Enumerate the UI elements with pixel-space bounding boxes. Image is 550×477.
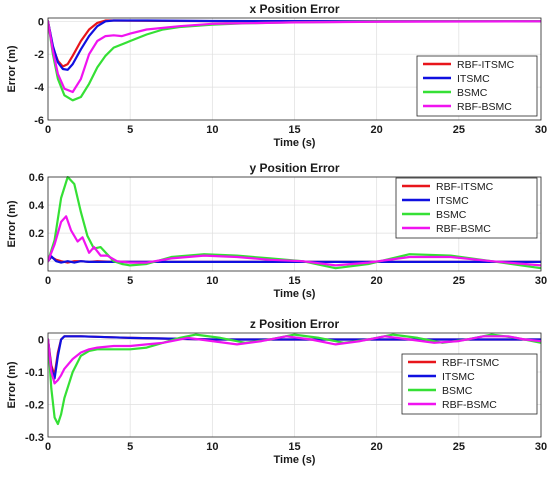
x-tick-label: 20	[371, 275, 383, 287]
x-tick-label: 20	[371, 124, 383, 136]
legend-label: RBF-BSMC	[436, 223, 491, 235]
legend-label: RBF-BSMC	[442, 399, 497, 411]
chart-title: x Position Error	[249, 2, 339, 16]
x-tick-label: 0	[45, 275, 51, 287]
y-tick-label: 0	[38, 16, 44, 28]
legend-label: RBF-BSMC	[457, 101, 512, 113]
legend-label: BSMC	[442, 385, 473, 397]
legend-label: RBF-ITSMC	[442, 357, 500, 369]
x-tick-label: 5	[127, 124, 133, 136]
x-tick-label: 20	[371, 441, 383, 453]
legend: RBF-ITSMC ITSMC BSMC RBF-BSMC	[395, 177, 538, 239]
series-line-rbf-bsmc	[48, 215, 541, 267]
chart-title: z Position Error	[250, 317, 340, 331]
y-axis-label: Error (m)	[6, 361, 18, 408]
x-tick-label: 10	[206, 124, 218, 136]
legend-label: ITSMC	[457, 73, 490, 85]
legend-label: ITSMC	[442, 371, 475, 383]
x-axis-label: Time (s)	[274, 137, 316, 149]
y-axis-label: Error (m)	[6, 200, 18, 247]
y-tick-label: -0.2	[25, 400, 44, 412]
y-tick-label: 0.6	[29, 172, 44, 184]
legend: RBF-ITSMC ITSMC BSMC RBF-BSMC	[416, 55, 538, 117]
x-tick-label: 10	[206, 441, 218, 453]
plot-area	[47, 176, 542, 272]
x-tick-label: 15	[288, 275, 300, 287]
legend-label: RBF-ITSMC	[457, 59, 515, 71]
chart-panel-1: 0 5 10 15 20 25 30 -6 -4 -2 0 x Position Error Time …	[6, 2, 547, 149]
x-axis-label: Time (s)	[274, 454, 316, 466]
y-tick-label: 0	[38, 335, 44, 347]
y-tick-label: 0.2	[29, 228, 44, 240]
x-tick-label: 25	[453, 441, 465, 453]
x-tick-label: 5	[127, 441, 133, 453]
series-line-rbf-bsmc	[48, 20, 541, 94]
chart-panel-2: 0 5 10 15 20 25 30 0 0.2 0.4 0.6 y Position Error Ti…	[6, 161, 547, 300]
plot-area	[47, 332, 542, 438]
x-tick-label: 30	[535, 124, 547, 136]
legend: RBF-ITSMC ITSMC BSMC RBF-BSMC	[401, 353, 538, 415]
y-tick-label: 0	[38, 256, 44, 268]
y-tick-label: -2	[34, 49, 44, 61]
series-line-bsmc	[48, 333, 541, 426]
y-axis-label: Error (m)	[6, 45, 18, 92]
chart-panel-3: 0 5 10 15 20 25 30 -0.3 -0.2 -0.1 0 z Position Erro…	[6, 317, 547, 466]
chart-title: y Position Error	[249, 161, 339, 175]
plot-area	[47, 17, 542, 121]
legend-label: BSMC	[436, 209, 467, 221]
series-group	[48, 19, 541, 102]
series-group	[48, 176, 541, 270]
y-tick-label: -0.3	[25, 432, 44, 444]
series-line-rbf-bsmc	[48, 335, 541, 385]
x-tick-label: 5	[127, 275, 133, 287]
x-tick-label: 25	[453, 275, 465, 287]
x-tick-label: 30	[535, 441, 547, 453]
y-tick-label: -6	[34, 115, 44, 127]
series-group	[48, 333, 541, 426]
series-line-itsmc	[48, 255, 541, 264]
legend-label: BSMC	[457, 87, 488, 99]
x-tick-label: 0	[45, 441, 51, 453]
x-tick-label: 10	[206, 275, 218, 287]
legend-label: ITSMC	[436, 195, 469, 207]
x-tick-label: 15	[288, 441, 300, 453]
y-tick-label: -0.1	[25, 367, 44, 379]
x-tick-label: 25	[453, 124, 465, 136]
x-axis-label: Time (s)	[274, 288, 316, 300]
series-line-bsmc	[48, 176, 541, 270]
y-tick-label: 0.4	[29, 200, 45, 212]
x-tick-label: 30	[535, 275, 547, 287]
legend-label: RBF-ITSMC	[436, 181, 494, 193]
x-tick-label: 0	[45, 124, 51, 136]
y-tick-label: -4	[34, 82, 45, 94]
x-tick-label: 15	[288, 124, 300, 136]
